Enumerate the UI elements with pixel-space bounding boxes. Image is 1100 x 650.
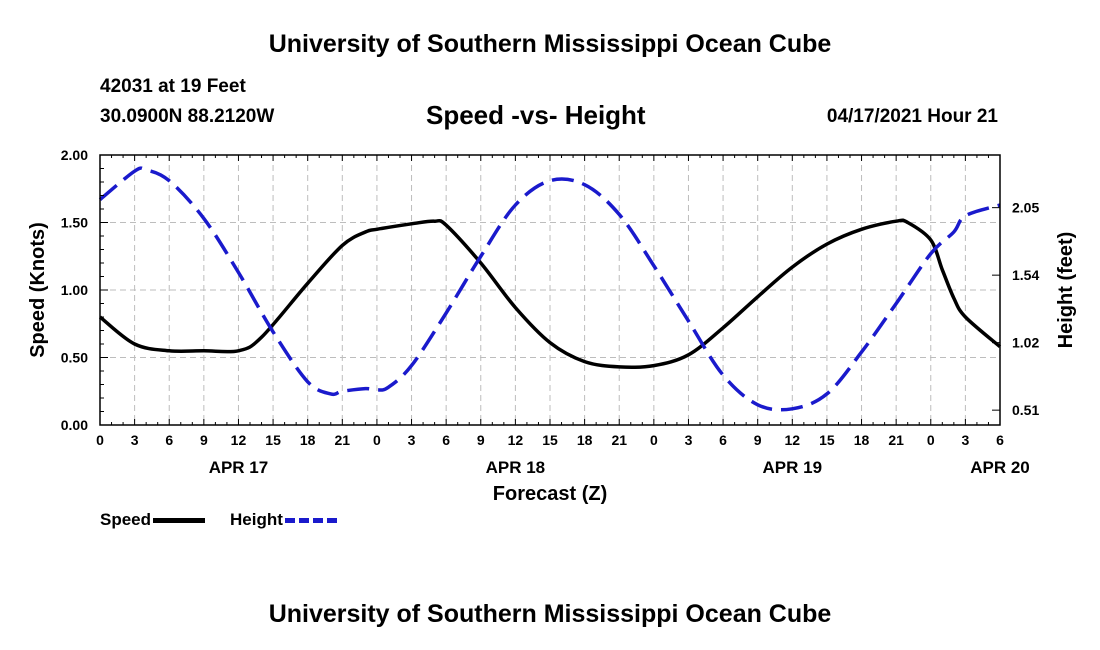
x-tick-label: 3 — [961, 432, 969, 448]
y2-tick-label: 0.51 — [1012, 402, 1039, 418]
footer-title: University of Southern Mississippi Ocean… — [268, 600, 832, 628]
coordinates-label: 30.0900N 88.2120W — [100, 106, 275, 127]
x-tick-label: 0 — [650, 432, 658, 448]
y2-tick-label: 1.02 — [1012, 335, 1039, 351]
x-tick-label: 6 — [165, 432, 173, 448]
x-tick-label: 3 — [131, 432, 139, 448]
x-tick-label: 3 — [408, 432, 416, 448]
legend-speed-swatch — [153, 518, 206, 524]
x-tick-label: 9 — [200, 432, 208, 448]
axis-labels: 0 3 6 9 12 15 18 21 0 3 6 9 12 15 18 21 0 3 6 9 12 15 18 21 0 3 6 A… — [61, 147, 1040, 477]
series-line-height — [98, 166, 1001, 412]
x-tick-label: 21 — [611, 432, 627, 448]
x-date-label: APR 19 — [763, 458, 823, 477]
x-tick-label: 12 — [231, 432, 247, 448]
y2-tick-label: 2.05 — [1012, 200, 1039, 216]
legend-speed: Speed — [100, 510, 206, 530]
x-tick-label: 3 — [685, 432, 693, 448]
x-tick-label: 15 — [265, 432, 281, 448]
station-label: 42031 at 19 Feet — [100, 76, 246, 97]
x-tick-label: 0 — [927, 432, 935, 448]
x-date-label: APR 20 — [970, 458, 1030, 477]
x-tick-label: 12 — [508, 432, 524, 448]
x-tick-label: 18 — [577, 432, 593, 448]
x-tick-label: 6 — [442, 432, 450, 448]
x-tick-label: 21 — [888, 432, 904, 448]
x-axis-title: Forecast (Z) — [493, 483, 607, 505]
x-tick-label: 6 — [719, 432, 727, 448]
page-title: University of Southern Mississippi Ocean… — [268, 30, 832, 58]
forecast-datetime: 04/17/2021 Hour 21 — [826, 106, 998, 127]
x-tick-label: 0 — [373, 432, 381, 448]
chart-title: Speed -vs- Height — [426, 100, 646, 130]
series-line-speed — [98, 218, 1002, 370]
x-tick-label: 9 — [477, 432, 485, 448]
legend-height-swatch — [284, 518, 337, 524]
x-date-label: APR 17 — [209, 458, 269, 477]
y2-tick-label: 1.54 — [1012, 267, 1039, 283]
x-tick-label: 18 — [854, 432, 870, 448]
x-tick-label: 6 — [996, 432, 1004, 448]
axis-ticks — [99, 154, 1001, 426]
grid-lines — [100, 155, 1000, 425]
y-tick-label: 0.00 — [61, 417, 88, 433]
y-axis-title: Speed (Knots) — [27, 222, 49, 358]
y-tick-label: 0.50 — [61, 350, 88, 366]
x-tick-label: 12 — [785, 432, 801, 448]
x-tick-label: 0 — [96, 432, 104, 448]
x-date-label: APR 18 — [486, 458, 546, 477]
legend-height: Height — [230, 510, 337, 530]
y-tick-label: 1.00 — [61, 282, 88, 298]
x-tick-label: 9 — [754, 432, 762, 448]
y2-axis-title: Height (feet) — [1055, 232, 1077, 349]
legend-height-label: Height — [230, 510, 283, 529]
series-layer — [98, 166, 1002, 412]
x-tick-label: 15 — [819, 432, 835, 448]
legend-speed-label: Speed — [100, 510, 152, 529]
x-tick-label: 21 — [335, 432, 351, 448]
y-tick-label: 2.00 — [61, 147, 88, 163]
y-tick-label: 1.50 — [61, 215, 88, 231]
x-tick-label: 15 — [542, 432, 558, 448]
x-tick-label: 18 — [300, 432, 316, 448]
